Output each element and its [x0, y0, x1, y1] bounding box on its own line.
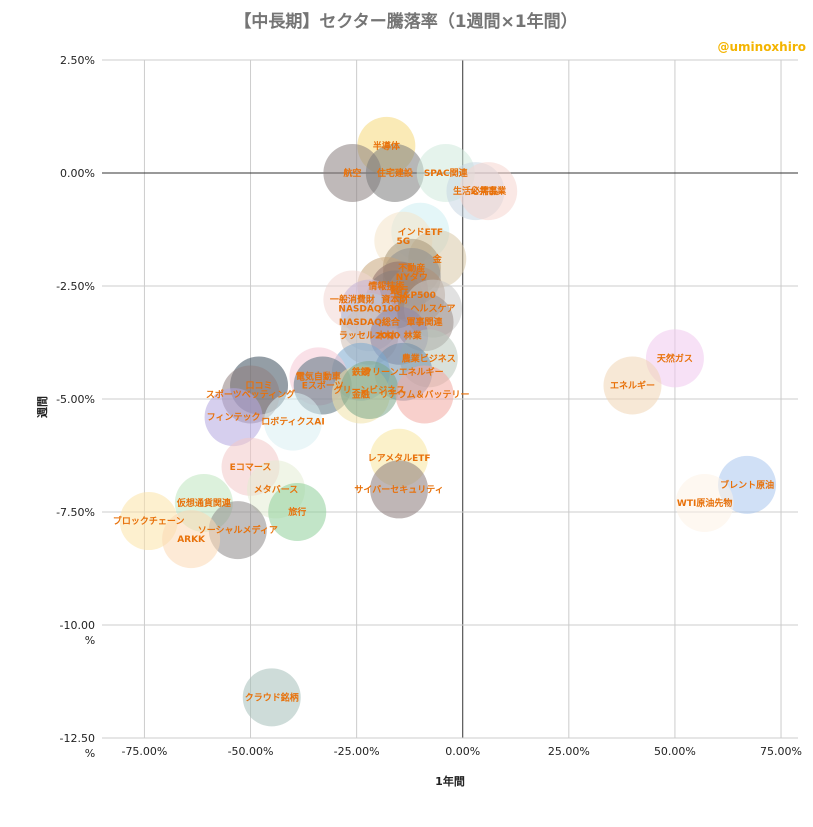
- bubble-label: 住宅建設: [377, 167, 414, 179]
- x-tick-label: 0.00%: [445, 745, 480, 758]
- bubble-label: ソーシャルメディア: [198, 524, 278, 536]
- axis-ticks: -75.00% -50.00% -25.00% 0.00% 25.00% 50.00% 75…: [56, 54, 802, 760]
- bubble-label: 5G: [396, 237, 410, 247]
- chart-title: 【中長期】セクター騰落率（1週間×1年間）: [234, 11, 577, 32]
- bubbles: [119, 116, 777, 727]
- bubble: [208, 501, 267, 560]
- bubble-label: 軍事関連: [407, 316, 444, 328]
- bubble-label: NASDAQ総合: [339, 316, 401, 328]
- y-tick-label: -10.00: [60, 619, 95, 632]
- bubble-label: ラッセル2000: [339, 331, 400, 342]
- bubble-label: レアメタルETF: [368, 452, 431, 464]
- bubble-label: 航空: [343, 167, 361, 179]
- y-tick-label: 2.50%: [60, 54, 95, 67]
- y-tick-label: -7.50%: [56, 506, 95, 519]
- bubble: [395, 365, 454, 424]
- bubble-label: SPAC関連: [424, 167, 469, 179]
- bubble-label: ARKK: [177, 535, 206, 545]
- bubble-label: Eスポーツ: [302, 379, 344, 391]
- bubble-label: 木材・林業: [376, 330, 423, 342]
- bubble-label: グリーンビジネス: [334, 384, 406, 396]
- bubble-label: 情報技術: [367, 280, 404, 292]
- bubble-label: サイバーセキュリティ: [354, 484, 443, 495]
- bubble-label: ブロックチェーン: [113, 515, 185, 527]
- bubble: [204, 388, 263, 447]
- x-tick-label: -25.00%: [334, 745, 380, 758]
- bubble-label: メタバース: [254, 483, 299, 495]
- x-tick-label: 50.00%: [654, 745, 696, 758]
- bubble: [340, 360, 399, 419]
- bubble-label: クリーンエネルギー: [363, 366, 444, 378]
- bubble-label: ヘルスケア: [411, 304, 456, 315]
- bubble: [645, 329, 704, 388]
- bubble-label: リチウム＆バッテリー: [380, 389, 470, 400]
- bubble-label: 鉄鋼: [352, 366, 370, 378]
- bubble: [242, 668, 301, 727]
- bubble-label: 仮想通貨関連: [176, 497, 232, 509]
- bubble-label: NYダウ: [396, 271, 428, 283]
- bubble-label: 旅行: [288, 506, 306, 518]
- bubble-label: スポーツベッティング: [206, 388, 295, 400]
- bubble-label: WTI原油先物: [677, 497, 732, 509]
- bubble-label: エネルギー: [610, 379, 655, 391]
- x-tick-label: 75.00%: [760, 745, 802, 758]
- y-tick-label: 0.00%: [60, 167, 95, 180]
- bubble: [268, 483, 327, 541]
- bubble-label: 金: [432, 253, 443, 265]
- bubble-label: インドETF: [398, 227, 443, 238]
- bubble-label: 銀行: [390, 285, 408, 297]
- x-tick-label: -75.00%: [121, 745, 167, 758]
- y-tick-label-unit: %: [85, 634, 95, 647]
- bubble-label: クラウド銘柄: [245, 691, 299, 703]
- bubble-label: 金融: [351, 388, 370, 400]
- bubble-label: 半導体: [373, 140, 401, 152]
- bubble-label: NASDAQ100: [338, 305, 400, 315]
- bubble-label: ブレント原油: [720, 479, 774, 491]
- bubble: [323, 144, 382, 202]
- bubble: [162, 510, 221, 569]
- bubble: [603, 356, 662, 415]
- x-tick-label: -50.00%: [228, 745, 274, 758]
- bubble: [370, 460, 429, 519]
- bubble-label: 一般消費財: [330, 294, 375, 306]
- bubble-label: 天然ガス: [657, 352, 693, 364]
- bubble-label: Eコマース: [230, 462, 272, 473]
- y-tick-label: -5.00%: [56, 393, 95, 406]
- x-axis-label: 1年間: [435, 774, 465, 788]
- x-tick-label: 25.00%: [548, 745, 590, 758]
- bubble: [459, 162, 518, 221]
- bubble-label: 公共事業: [470, 185, 507, 197]
- bubble-label: 生活必需品: [453, 185, 498, 197]
- y-tick-label: -12.50: [60, 732, 95, 745]
- chart-credit: @uminoxhiro: [717, 40, 806, 54]
- bubble-label: 農業ビジネス: [402, 352, 456, 364]
- y-axis-label: 週間: [35, 396, 49, 418]
- bubble-label: 口コミ: [246, 380, 273, 391]
- y-tick-label: -2.50%: [56, 280, 95, 293]
- bubble-label: S&P500: [396, 291, 436, 301]
- bubble-label: 電気自動車: [296, 370, 341, 382]
- y-tick-label-unit: %: [85, 747, 95, 760]
- bubble: [675, 473, 734, 532]
- bubble: [263, 392, 322, 451]
- bubble-label: ロボティクスAI: [261, 416, 325, 428]
- bubble-label: 資本財: [381, 294, 408, 306]
- bubble: [365, 144, 424, 202]
- bubble-label: フィンテック: [207, 412, 261, 423]
- bubble-label: 不動産: [398, 262, 425, 274]
